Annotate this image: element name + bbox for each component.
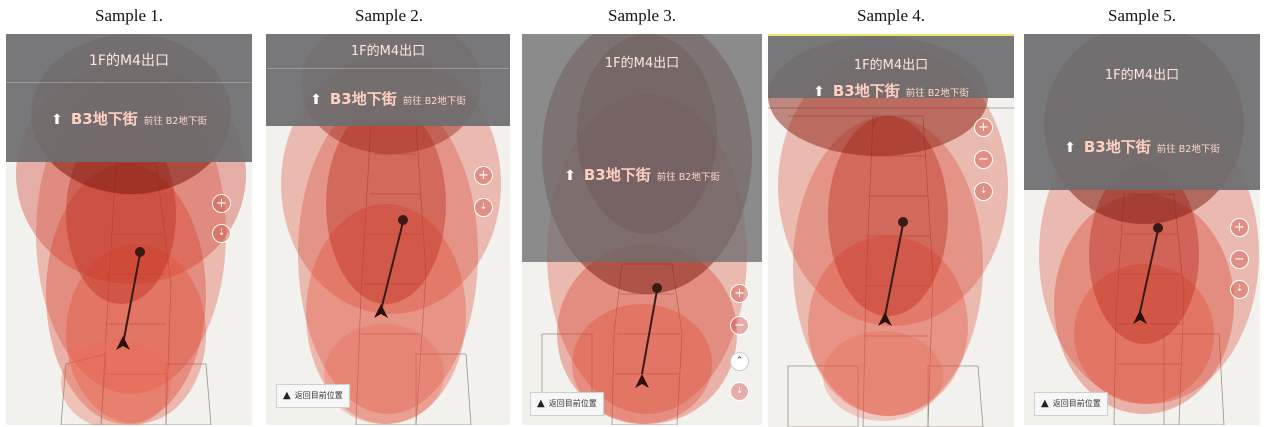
location-arrow-icon: ▲ — [1041, 398, 1049, 409]
navigation-panel: 1F的M4出口 ⬆ B3地下街 前往 B2地下街 — [1024, 34, 1260, 190]
phone-screen: 1F的M4出口 ⬆ B3地下街 前往 B2地下街 + − ⌃ ⇣ ▲ 返回目前位置 — [522, 34, 762, 425]
compass-button[interactable]: ⇣ — [212, 224, 231, 243]
current-location-icon — [116, 336, 130, 350]
return-button-label: 返回目前位置 — [294, 391, 343, 400]
return-button-label: 返回目前位置 — [1052, 399, 1101, 408]
direction-main: B3地下街 — [832, 82, 900, 100]
sample-title: Sample 1. — [95, 6, 163, 25]
phone-screen: 1F的M4出口 ⬆ B3地下街 前往 B2地下街 + ⇣ — [6, 34, 252, 425]
zoom-out-button[interactable]: − — [974, 150, 993, 169]
compass-button[interactable]: ⇣ — [474, 198, 493, 217]
zoom-in-button[interactable]: + — [474, 166, 493, 185]
zoom-in-button[interactable]: + — [1230, 218, 1249, 237]
phone-screen: 1F的M4出口 ⬆ B3地下街 前往 B2地下街 + ⇣ ▲ 返回目前位置 — [266, 34, 510, 425]
location-arrow-icon: ▲ — [283, 390, 291, 401]
direction-sub: 前往 B2地下街 — [905, 88, 969, 99]
up-arrow-icon: ⬆ — [310, 92, 322, 108]
return-to-location-button[interactable]: ▲ 返回目前位置 — [530, 392, 604, 416]
zoom-in-button[interactable]: + — [974, 118, 993, 137]
direction-main: B3地下街 — [70, 110, 138, 128]
direction-instruction: ⬆ B3地下街 前往 B2地下街 — [768, 80, 1014, 101]
navigation-panel: 1F的M4出口 ⬆ B3地下街 前往 B2地下街 — [6, 34, 252, 162]
navigation-panel: 1F的M4出口 ⬆ B3地下街 前往 B2地下街 — [768, 36, 1014, 101]
destination-pin-icon — [898, 217, 908, 227]
zoom-in-button[interactable]: + — [730, 284, 749, 303]
sample-title: Sample 3. — [608, 6, 676, 25]
panel-divider — [6, 82, 252, 83]
direction-sub: 前往 B2地下街 — [402, 96, 466, 107]
direction-main: B3地下街 — [329, 90, 397, 108]
navigation-panel: 1F的M4出口 ⬆ B3地下街 前往 B2地下街 — [522, 34, 762, 262]
direction-sub: 前往 B2地下街 — [656, 172, 720, 183]
current-location-icon — [635, 374, 649, 388]
direction-main: B3地下街 — [583, 166, 651, 184]
direction-sub: 前往 B2地下街 — [143, 116, 207, 127]
destination-label: 1F的M4出口 — [1104, 68, 1180, 83]
direction-instruction: ⬆ B3地下街 前往 B2地下街 — [6, 108, 252, 129]
zoom-out-button[interactable]: − — [730, 316, 749, 335]
heatmap-blobs — [16, 34, 246, 425]
floor-switch-button[interactable]: ⌃ — [730, 352, 749, 371]
up-arrow-icon: ⬆ — [51, 112, 63, 128]
return-to-location-button[interactable]: ▲ 返回目前位置 — [276, 384, 350, 408]
zoom-in-button[interactable]: + — [212, 194, 231, 213]
up-arrow-icon: ⬆ — [1064, 140, 1076, 156]
current-location-icon — [1133, 310, 1147, 324]
zoom-out-button[interactable]: − — [1230, 250, 1249, 269]
direction-instruction: ⬆ B3地下街 前往 B2地下街 — [1024, 136, 1260, 157]
destination-pin-icon — [398, 215, 408, 225]
current-location-icon — [878, 312, 892, 326]
compass-button[interactable]: ⇣ — [1230, 280, 1249, 299]
current-location-icon — [374, 304, 388, 318]
panel-divider — [266, 68, 510, 69]
destination-pin-icon — [135, 247, 145, 257]
destination-pin-icon — [652, 283, 662, 293]
destination-label: 1F的M4出口 — [350, 44, 426, 59]
indoor-map-heatmap — [16, 34, 246, 425]
compass-button[interactable]: ⇣ — [974, 182, 993, 201]
sample-title: Sample 4. — [857, 6, 925, 25]
compass-button[interactable]: ⇣ — [730, 382, 749, 401]
destination-label: 1F的M4出口 — [604, 56, 680, 71]
destination-pin-icon — [1153, 223, 1163, 233]
navigation-panel: 1F的M4出口 ⬆ B3地下街 前往 B2地下街 — [266, 34, 510, 126]
sample-title: Sample 2. — [355, 6, 423, 25]
destination-label: 1F的M4出口 — [89, 53, 169, 69]
direction-main: B3地下街 — [1083, 138, 1151, 156]
location-arrow-icon: ▲ — [537, 398, 545, 409]
return-to-location-button[interactable]: ▲ 返回目前位置 — [1034, 392, 1108, 416]
return-button-label: 返回目前位置 — [548, 399, 597, 408]
up-arrow-icon: ⬆ — [813, 84, 825, 100]
direction-sub: 前往 B2地下街 — [1156, 144, 1220, 155]
direction-instruction: ⬆ B3地下街 前往 B2地下街 — [266, 88, 510, 109]
route-path — [122, 253, 141, 345]
phone-screen: 1F的M4出口 ⬆ B3地下街 前往 B2地下街 + − ⇣ — [768, 34, 1014, 427]
destination-label: 1F的M4出口 — [853, 58, 929, 73]
phone-screen: 1F的M4出口 ⬆ B3地下街 前往 B2地下街 + − ⇣ ▲ 返回目前位置 — [1024, 34, 1260, 425]
sample-title: Sample 5. — [1108, 6, 1176, 25]
direction-instruction: ⬆ B3地下街 前往 B2地下街 — [522, 164, 762, 185]
up-arrow-icon: ⬆ — [564, 168, 576, 184]
